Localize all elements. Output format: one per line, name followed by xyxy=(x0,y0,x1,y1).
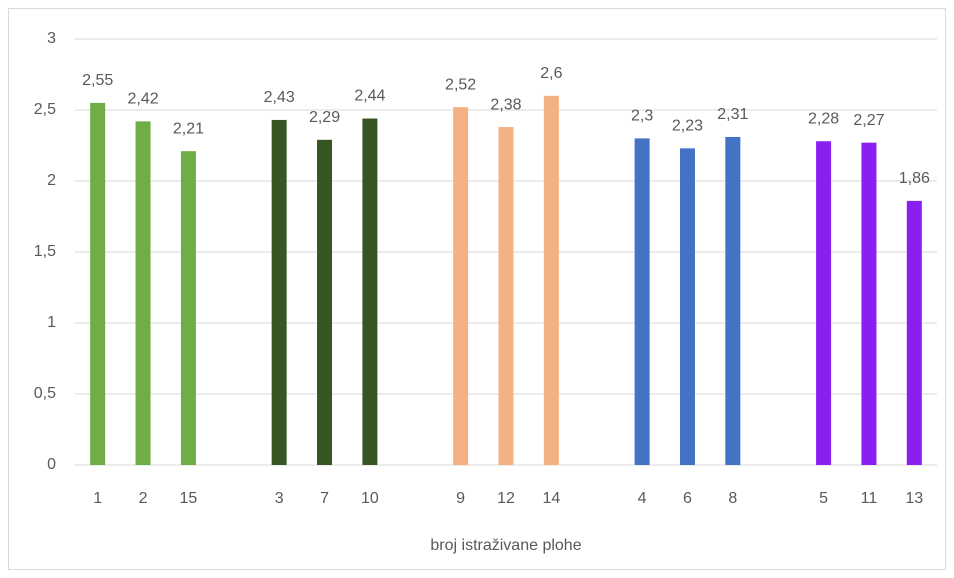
y-tick-label: 0,5 xyxy=(34,385,56,402)
y-tick-label: 2,5 xyxy=(34,101,56,118)
data-label: 2,3 xyxy=(631,108,653,125)
chart-border xyxy=(8,8,946,570)
data-label: 2,44 xyxy=(354,88,385,105)
x-tick-label: 10 xyxy=(361,490,379,507)
x-tick-label: 6 xyxy=(683,490,692,507)
bar xyxy=(634,138,650,465)
data-label: 2,28 xyxy=(808,110,839,127)
x-tick-label: 1 xyxy=(93,490,102,507)
x-tick-label: 7 xyxy=(320,490,329,507)
data-label: 2,55 xyxy=(82,72,113,89)
x-tick-label: 11 xyxy=(861,490,878,507)
x-tick-label: 2 xyxy=(139,490,148,507)
x-tick-label: 12 xyxy=(497,490,515,507)
data-label: 2,43 xyxy=(264,89,295,106)
x-tick-label: 5 xyxy=(819,490,828,507)
data-label: 2,23 xyxy=(672,118,703,135)
x-tick-label: 4 xyxy=(638,490,647,507)
bar xyxy=(453,107,469,465)
x-tick-label: 14 xyxy=(542,490,560,507)
x-tick-label: 9 xyxy=(456,490,465,507)
bar xyxy=(271,119,287,465)
y-tick-label: 0 xyxy=(47,456,56,473)
bar xyxy=(317,139,333,465)
data-label: 1,86 xyxy=(899,170,930,187)
bar xyxy=(679,148,695,465)
bar xyxy=(725,136,741,466)
bar xyxy=(180,151,196,465)
bar xyxy=(861,142,877,465)
data-label: 2,29 xyxy=(309,109,340,126)
bar xyxy=(498,127,514,465)
data-label: 2,38 xyxy=(490,96,521,113)
data-label: 2,52 xyxy=(445,76,476,93)
y-tick-label: 3 xyxy=(47,30,56,47)
x-tick-label: 8 xyxy=(728,490,737,507)
y-tick-label: 2 xyxy=(47,172,56,189)
bar xyxy=(543,95,559,466)
bar xyxy=(135,121,151,466)
y-tick-label: 1,5 xyxy=(34,243,56,260)
data-label: 2,6 xyxy=(540,65,562,82)
x-axis-label: broj istraživane plohe xyxy=(430,537,581,554)
bar xyxy=(906,200,922,465)
data-label: 2,42 xyxy=(127,91,158,108)
bar xyxy=(816,141,832,466)
x-tick-label: 13 xyxy=(905,490,923,507)
x-tick-label: 15 xyxy=(180,490,198,507)
bar xyxy=(362,118,378,466)
data-label: 2,31 xyxy=(717,106,748,123)
y-tick-label: 1 xyxy=(47,314,56,331)
data-label: 2,21 xyxy=(173,120,204,137)
data-label: 2,27 xyxy=(853,112,884,129)
bar xyxy=(90,102,106,466)
x-tick-label: 3 xyxy=(275,490,284,507)
